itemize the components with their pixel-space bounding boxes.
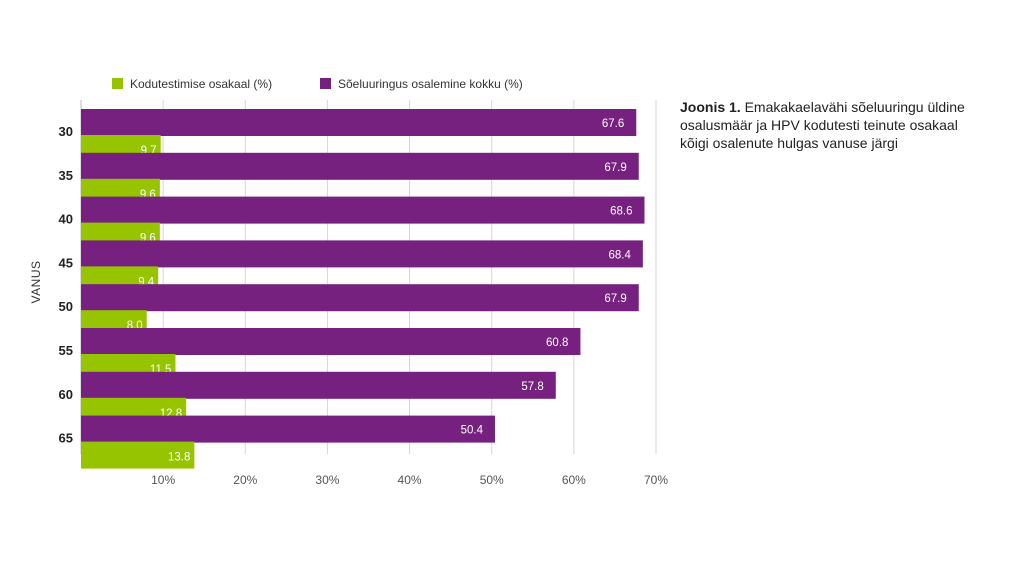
x-tick-label: 50% (480, 473, 504, 487)
legend-swatch (320, 78, 331, 89)
bar-total-label: 68.6 (610, 206, 632, 218)
category-label: 55 (59, 343, 73, 358)
bar-total (81, 152, 639, 180)
bar-total-label: 67.9 (604, 162, 626, 174)
x-tick-label: 70% (644, 473, 668, 487)
category-label: 50 (59, 299, 73, 314)
category-label: 60 (59, 387, 73, 402)
bar-total-label: 68.4 (608, 249, 631, 261)
category-label: 40 (59, 212, 73, 227)
y-axis-title: VANUS (29, 261, 43, 304)
x-tick-label: 20% (233, 473, 257, 487)
legend-label: Kodutestimise osakaal (%) (130, 77, 272, 91)
x-tick-label: 10% (151, 473, 175, 487)
bar-total (81, 371, 556, 399)
bar-total-label: 50.4 (461, 425, 484, 437)
bar-total (81, 415, 495, 443)
bar-total-label: 57.8 (521, 381, 543, 393)
category-label: 45 (59, 255, 73, 270)
bar-total-label: 67.9 (604, 293, 626, 305)
bar-total-label: 60.8 (546, 337, 568, 349)
legend-label: Sõeluuringus osalemine kokku (%) (338, 77, 523, 91)
bar-hometest (81, 441, 195, 469)
caption-label: Joonis 1. (680, 99, 741, 115)
figure-caption: Joonis 1. Emakakaelavähi sõeluuringu üld… (680, 98, 980, 152)
caption-text: Emakakaelavähi sõeluuringu üldine osalus… (680, 99, 965, 151)
bar-total (81, 240, 643, 268)
bar-total (81, 196, 645, 224)
x-tick-label: 60% (562, 473, 586, 487)
bar-total-label: 67.6 (602, 118, 624, 130)
x-tick-label: 30% (315, 473, 339, 487)
bar-total (81, 328, 581, 355)
bar-total (81, 109, 637, 136)
legend-swatch (112, 78, 123, 89)
category-label: 35 (59, 168, 73, 183)
category-label: 65 (59, 431, 73, 446)
category-label: 30 (59, 124, 73, 139)
chart: 67.69.73067.99.63568.69.64068.49.44567.9… (29, 77, 668, 487)
bar-hometest-label: 13.8 (168, 452, 190, 464)
bar-total (81, 284, 639, 312)
x-tick-label: 40% (398, 473, 422, 487)
